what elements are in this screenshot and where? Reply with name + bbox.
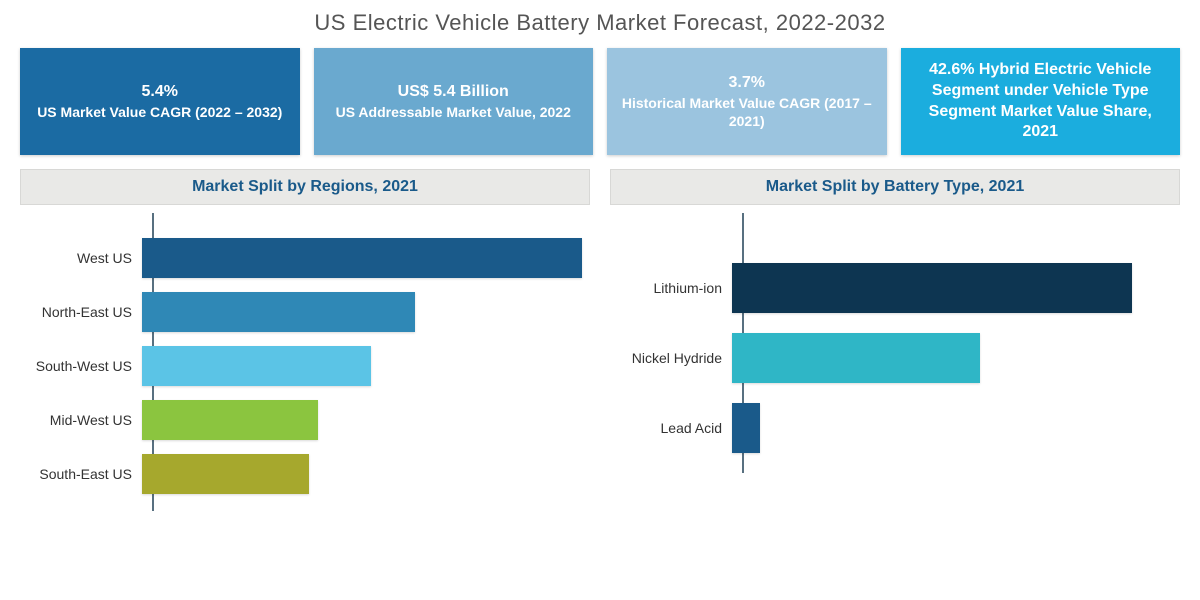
stats-row: 5.4% US Market Value CAGR (2022 – 2032) … bbox=[20, 48, 1180, 155]
region-chart: West USNorth-East USSouth-West USMid-Wes… bbox=[152, 213, 590, 511]
stat-box-hybrid-share: 42.6% Hybrid Electric Vehicle Segment un… bbox=[901, 48, 1181, 155]
bar-row: Mid-West US bbox=[154, 393, 590, 447]
bar bbox=[142, 346, 371, 386]
bar-label: South-East US bbox=[22, 466, 142, 482]
bar-row: South-East US bbox=[154, 447, 590, 501]
page-title: US Electric Vehicle Battery Market Forec… bbox=[20, 10, 1180, 36]
stat-box-historical-cagr: 3.7% Historical Market Value CAGR (2017 … bbox=[607, 48, 887, 155]
subtitles-row: Market Split by Regions, 2021 Market Spl… bbox=[20, 169, 1180, 205]
bar bbox=[732, 403, 760, 453]
bar-row: Lead Acid bbox=[744, 393, 1180, 463]
stat-value: 3.7% bbox=[729, 73, 765, 94]
bar-row: Lithium-ion bbox=[744, 253, 1180, 323]
bar bbox=[142, 400, 318, 440]
bar-label: West US bbox=[22, 250, 142, 266]
charts-row: West USNorth-East USSouth-West USMid-Wes… bbox=[20, 213, 1180, 511]
bar bbox=[732, 263, 1132, 313]
bar-label: Lithium-ion bbox=[594, 280, 732, 296]
stat-box-cagr: 5.4% US Market Value CAGR (2022 – 2032) bbox=[20, 48, 300, 155]
bar-label: Lead Acid bbox=[594, 420, 732, 436]
bar-label: Nickel Hydride bbox=[594, 350, 732, 366]
bar-label: South-West US bbox=[22, 358, 142, 374]
stat-label: Historical Market Value CAGR (2017 – 202… bbox=[617, 94, 877, 130]
bar-row: Nickel Hydride bbox=[744, 323, 1180, 393]
stat-value: 42.6% Hybrid Electric Vehicle Segment un… bbox=[911, 60, 1171, 143]
bar bbox=[142, 454, 309, 494]
stat-label: US Addressable Market Value, 2022 bbox=[336, 103, 571, 121]
bar bbox=[142, 292, 415, 332]
left-subtitle: Market Split by Regions, 2021 bbox=[20, 169, 590, 205]
bar-row: West US bbox=[154, 231, 590, 285]
bar-row: North-East US bbox=[154, 285, 590, 339]
stat-value: 5.4% bbox=[142, 82, 178, 103]
battery-chart: Lithium-ionNickel HydrideLead Acid bbox=[742, 213, 1180, 473]
stat-value: US$ 5.4 Billion bbox=[398, 82, 509, 103]
bar bbox=[142, 238, 582, 278]
stat-label: US Market Value CAGR (2022 – 2032) bbox=[37, 103, 282, 121]
bar bbox=[732, 333, 980, 383]
bar-row: South-West US bbox=[154, 339, 590, 393]
stat-box-market-value: US$ 5.4 Billion US Addressable Market Va… bbox=[314, 48, 594, 155]
right-subtitle: Market Split by Battery Type, 2021 bbox=[610, 169, 1180, 205]
bar-label: Mid-West US bbox=[22, 412, 142, 428]
bar-label: North-East US bbox=[22, 304, 142, 320]
